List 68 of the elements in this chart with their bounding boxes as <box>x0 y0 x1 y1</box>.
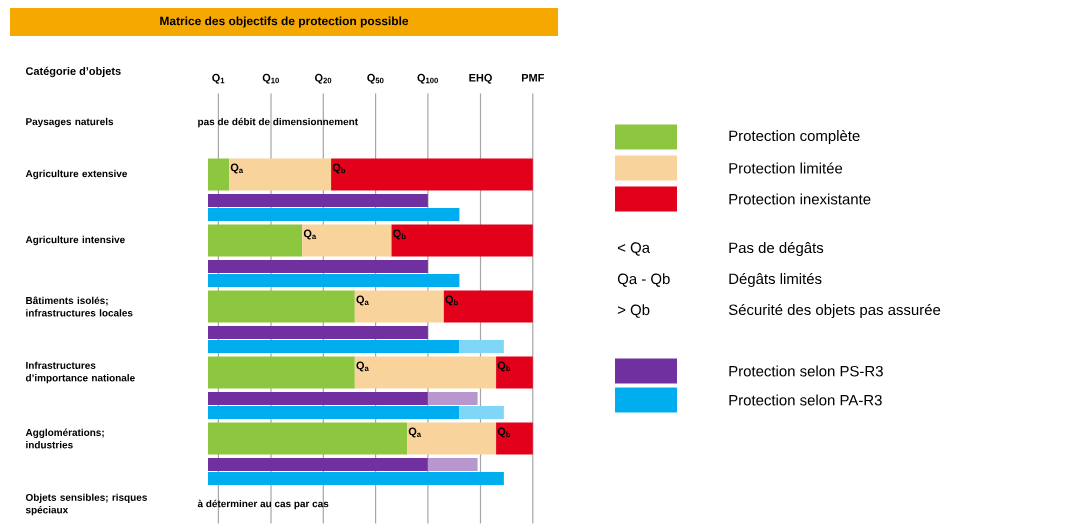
annotation: Q$_{b}$ <box>497 427 511 438</box>
text: Protection limitée <box>729 162 843 174</box>
ref-line-label: Q$_{50}$ <box>367 73 384 84</box>
ref-line-label: Q$_{10}$ <box>262 73 279 84</box>
annotation: pas de débit de dimensionnement <box>198 117 358 128</box>
bar <box>208 326 428 339</box>
bar <box>208 340 460 353</box>
annotation: Q$_{a}$ <box>408 427 422 438</box>
bar <box>331 158 533 191</box>
bar <box>427 458 478 471</box>
y-tick-label: Agglomérations; industries <box>25 428 104 449</box>
annotation: Q$_{b}$ <box>393 229 406 240</box>
ref-line-label: Q$_{20}$ <box>314 73 332 84</box>
bar <box>427 392 478 405</box>
ref-line-label: EHQ <box>469 73 492 84</box>
chart-title: Matrice des objectifs de protection possible <box>160 16 409 28</box>
bar <box>208 260 428 273</box>
annotation: Q$_{a}$ <box>356 361 369 372</box>
annotation: Q$_{a}$ <box>356 295 369 306</box>
bar <box>496 422 533 455</box>
ref-line-label: Q$_{1}$ <box>212 73 225 84</box>
annotation: Q$_{b}$ <box>497 361 511 372</box>
annotation: Q$_{a}$ <box>303 229 317 240</box>
bar <box>354 356 497 389</box>
bar <box>229 158 332 191</box>
bar <box>208 392 428 405</box>
annotation: à déterminer au cas par cas <box>197 499 329 510</box>
ref-line-label: Q$_{100}$ <box>417 73 438 84</box>
bar <box>443 290 533 323</box>
y-tick-label: Agriculture extensive <box>25 169 128 180</box>
bar <box>496 356 533 389</box>
bar <box>208 158 230 191</box>
text: < Qa <box>617 242 651 256</box>
annotation: Q$_{b}$ <box>332 163 346 174</box>
annotation: Q$_{b}$ <box>445 295 458 306</box>
text: Protection selon PA-R3 <box>729 394 882 406</box>
text: > Qb <box>617 304 650 318</box>
bar <box>208 274 460 287</box>
text: Protection selon PS-R3 <box>729 365 883 377</box>
y-tick-label: Objets sensibles; risques spéciaux <box>25 493 147 516</box>
text: Qa - Qb <box>617 273 670 287</box>
bar <box>208 224 303 257</box>
text: Sécurité des objets pas assurée <box>728 303 941 319</box>
y-tick-label: Bâtiments isolés; infrastructures locales <box>26 296 133 317</box>
bar <box>208 458 428 471</box>
text: Dégâts limités <box>729 272 822 288</box>
bar <box>208 208 460 221</box>
y-tick-label: Agriculture intensive <box>25 235 125 246</box>
bar <box>208 194 428 207</box>
text: Protection inexistante <box>729 193 871 205</box>
text: Protection complète <box>729 129 860 145</box>
bar <box>208 422 408 455</box>
bar <box>208 356 355 389</box>
bar <box>208 290 355 323</box>
text: Pas de dégâts <box>729 241 824 257</box>
bar <box>391 224 533 257</box>
y-tick-label: Paysages naturels <box>26 117 114 128</box>
bar <box>407 422 497 455</box>
y-tick-label: Infrastructures d’importance nationale <box>25 361 135 384</box>
bar <box>354 290 444 323</box>
bar <box>302 224 392 257</box>
bar <box>459 406 504 419</box>
annotation: Q$_{a}$ <box>230 163 244 174</box>
y-axis-title: Catégorie d’objets <box>25 66 121 78</box>
bar <box>208 472 504 485</box>
bar <box>208 406 460 419</box>
ref-line-label: PMF <box>521 73 544 82</box>
bar <box>459 340 504 353</box>
